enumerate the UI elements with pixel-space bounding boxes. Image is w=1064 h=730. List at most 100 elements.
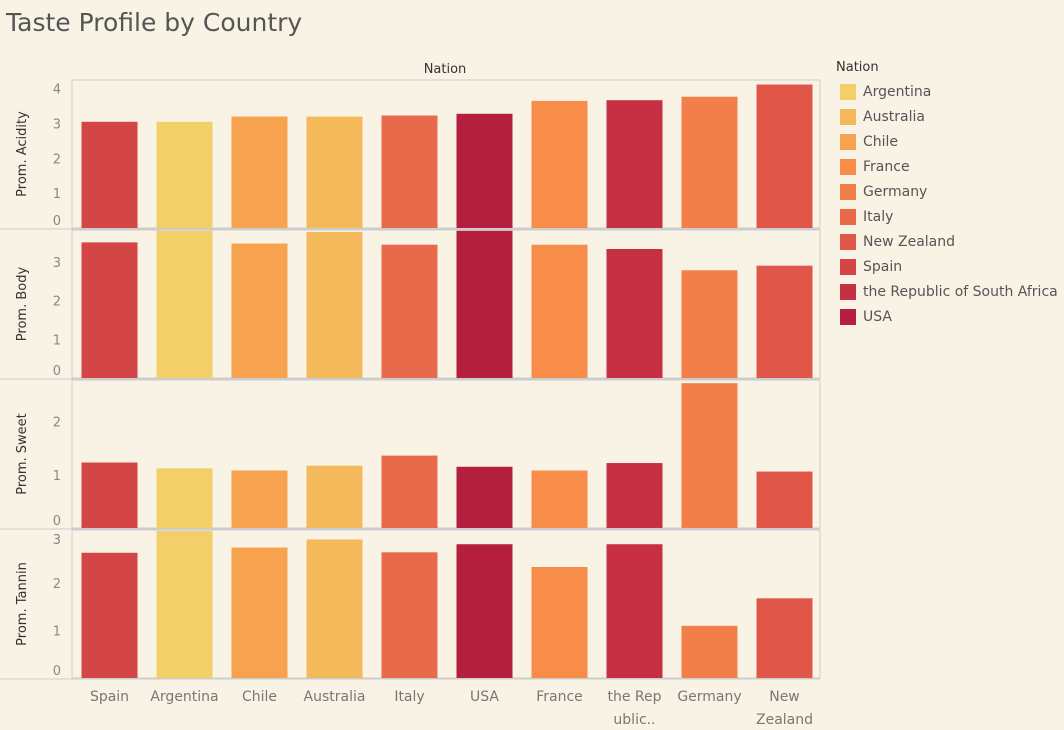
bar-prom-sweet-4[interactable] bbox=[381, 455, 438, 528]
bar-prom-tannin-1[interactable] bbox=[156, 530, 213, 678]
pane-prom-sweet: Prom. Sweet 0 1 2 bbox=[0, 379, 821, 530]
bar-prom-acidity-1[interactable] bbox=[156, 121, 213, 228]
bar-prom-body-8[interactable] bbox=[681, 270, 738, 378]
legend-item[interactable]: Chile bbox=[836, 129, 1064, 154]
bar-prom-body-3[interactable] bbox=[306, 231, 363, 378]
bar-prom-tannin-3[interactable] bbox=[306, 539, 363, 678]
bar-prom-sweet-2[interactable] bbox=[231, 470, 288, 528]
bar-prom-tannin-7[interactable] bbox=[606, 544, 663, 678]
y-tick-label: 0 bbox=[53, 664, 61, 679]
legend-swatch bbox=[840, 108, 856, 125]
bar-prom-tannin-6[interactable] bbox=[531, 567, 588, 678]
bar-prom-sweet-0[interactable] bbox=[81, 462, 138, 528]
legend-swatch bbox=[840, 183, 856, 200]
x-tick-label: New Zealand bbox=[756, 689, 813, 728]
x-tick-label: Germany bbox=[677, 689, 741, 705]
bar-prom-sweet-9[interactable] bbox=[756, 471, 813, 528]
bar-prom-acidity-4[interactable] bbox=[381, 115, 438, 228]
x-tick-label: Australia bbox=[304, 689, 366, 705]
legend-swatch bbox=[840, 308, 856, 325]
bar-prom-body-4[interactable] bbox=[381, 244, 438, 378]
pane-prom-body: Prom. Body 0 1 2 3 bbox=[0, 229, 821, 380]
bar-prom-acidity-5[interactable] bbox=[456, 113, 513, 228]
bar-prom-acidity-2[interactable] bbox=[231, 116, 288, 228]
bar-prom-sweet-5[interactable] bbox=[456, 466, 513, 528]
legend-item[interactable]: France bbox=[836, 154, 1064, 179]
bar-prom-body-5[interactable] bbox=[456, 230, 513, 378]
y-tick-label: 2 bbox=[53, 152, 61, 167]
bar-prom-acidity-3[interactable] bbox=[306, 116, 363, 228]
bar-prom-acidity-0[interactable] bbox=[81, 121, 138, 228]
bar-prom-sweet-1[interactable] bbox=[156, 468, 213, 528]
pane-border bbox=[71, 379, 821, 529]
legend-swatch bbox=[840, 258, 856, 275]
legend-label: USA bbox=[863, 308, 892, 325]
y-tick-label: 2 bbox=[53, 577, 61, 592]
bar-prom-tannin-4[interactable] bbox=[381, 552, 438, 678]
legend-swatch bbox=[840, 208, 856, 225]
legend-swatch bbox=[840, 233, 856, 250]
bar-prom-tannin-0[interactable] bbox=[81, 552, 138, 678]
pane-border bbox=[71, 529, 821, 679]
legend-item[interactable]: Italy bbox=[836, 204, 1064, 229]
bar-prom-acidity-7[interactable] bbox=[606, 100, 663, 228]
bar-prom-body-2[interactable] bbox=[231, 243, 288, 378]
bar-prom-acidity-9[interactable] bbox=[756, 84, 813, 228]
legend-label: Australia bbox=[863, 108, 925, 125]
bar-prom-body-1[interactable] bbox=[156, 230, 213, 378]
bar-prom-sweet-8[interactable] bbox=[681, 383, 738, 528]
y-tick-label: 1 bbox=[53, 333, 61, 348]
legend-label: New Zealand bbox=[863, 233, 955, 250]
legend-item[interactable]: Argentina bbox=[836, 79, 1064, 104]
bar-prom-body-7[interactable] bbox=[606, 248, 663, 378]
bar-prom-body-6[interactable] bbox=[531, 244, 588, 378]
bar-prom-acidity-6[interactable] bbox=[531, 100, 588, 228]
legend-label: Argentina bbox=[863, 83, 932, 100]
x-tick-label: France bbox=[536, 689, 583, 705]
bar-prom-tannin-5[interactable] bbox=[456, 544, 513, 678]
x-tick-label: Chile bbox=[242, 689, 277, 705]
y-tick-label: 1 bbox=[53, 187, 61, 202]
x-tick-label: USA bbox=[470, 689, 499, 705]
bar-prom-tannin-9[interactable] bbox=[756, 598, 813, 678]
legend-swatch bbox=[840, 133, 856, 150]
y-tick-label: 4 bbox=[53, 83, 61, 98]
legend-label: the Republic of South Africa bbox=[863, 283, 1058, 300]
bar-prom-body-0[interactable] bbox=[81, 242, 138, 378]
bar-prom-tannin-2[interactable] bbox=[231, 547, 288, 678]
y-tick-label: 3 bbox=[53, 533, 61, 548]
legend-item[interactable]: Germany bbox=[836, 179, 1064, 204]
legend-title: Nation bbox=[836, 60, 879, 75]
legend-item[interactable]: Spain bbox=[836, 254, 1064, 279]
legend-swatch bbox=[840, 83, 856, 100]
y-tick-label: 0 bbox=[53, 364, 61, 379]
y-axis-title: Prom. Sweet bbox=[15, 413, 30, 495]
y-tick-label: 0 bbox=[53, 214, 61, 229]
legend-label: Italy bbox=[863, 208, 894, 225]
y-tick-label: 2 bbox=[53, 416, 61, 431]
bar-prom-sweet-3[interactable] bbox=[306, 465, 363, 528]
y-tick-label: 1 bbox=[53, 625, 61, 640]
legend-item[interactable]: the Republic of South Africa bbox=[836, 279, 1064, 304]
column-header: Nation bbox=[424, 62, 467, 77]
chart-title: Taste Profile by Country bbox=[6, 8, 303, 37]
bar-prom-sweet-7[interactable] bbox=[606, 463, 663, 528]
x-tick-label: Argentina bbox=[150, 689, 218, 705]
bar-prom-acidity-8[interactable] bbox=[681, 96, 738, 228]
bar-prom-sweet-6[interactable] bbox=[531, 470, 588, 528]
bar-prom-tannin-8[interactable] bbox=[681, 625, 738, 678]
y-tick-label: 2 bbox=[53, 295, 61, 310]
pane-prom-tannin: Prom. Tannin 0 1 2 3 bbox=[0, 529, 821, 680]
x-tick-label: Spain bbox=[90, 689, 129, 705]
legend-item[interactable]: USA bbox=[836, 304, 1064, 329]
legend-label: Germany bbox=[863, 183, 928, 200]
legend-item[interactable]: New Zealand bbox=[836, 229, 1064, 254]
legend-label: France bbox=[863, 158, 910, 175]
pane-border bbox=[71, 79, 821, 229]
legend-swatch bbox=[840, 283, 856, 300]
pane-border bbox=[71, 229, 821, 379]
y-axis-title: Prom. Acidity bbox=[15, 111, 30, 197]
legend-item[interactable]: Australia bbox=[836, 104, 1064, 129]
bar-prom-body-9[interactable] bbox=[756, 265, 813, 378]
